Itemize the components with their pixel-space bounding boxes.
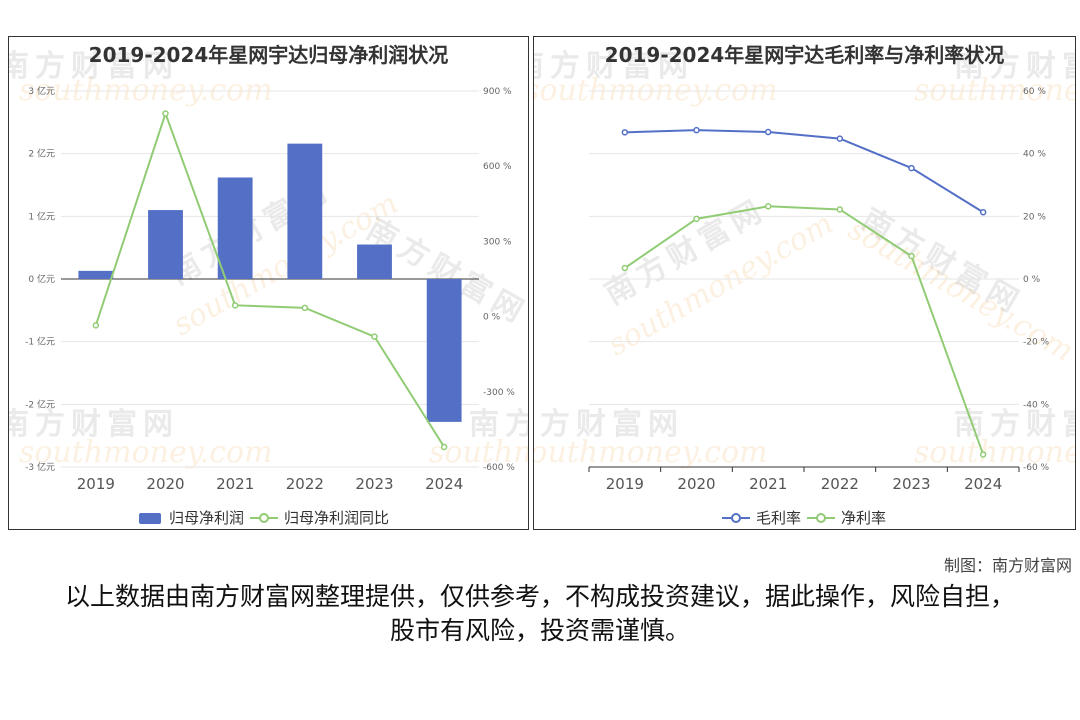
x-tick-label: 2023 (892, 475, 930, 493)
data-point (440, 443, 448, 451)
data-point (908, 252, 915, 260)
data-point (693, 215, 700, 223)
bar (148, 210, 183, 279)
data-point (836, 135, 844, 142)
legend-label: 归母净利润 (169, 509, 245, 527)
y-left-tick-label: 3 亿元 (28, 85, 55, 97)
y-left-tick-label: -3 亿元 (25, 461, 55, 473)
y-left-tick-label: -1 亿元 (25, 336, 55, 348)
data-point (621, 264, 629, 272)
y-right-tick-label: -20 % (1023, 338, 1050, 348)
x-tick-label: 2023 (355, 475, 393, 493)
bar (426, 279, 462, 422)
y-left-tick-label: -2 亿元 (25, 398, 55, 410)
series-line (94, 110, 446, 448)
data-point (621, 129, 629, 136)
x-tick-label: 2019 (77, 475, 115, 493)
net-profit-chart: -3 亿元 -2 亿元 -1 亿元 0 亿元 1 亿元 2 亿元 3 亿元 -600 % -30… (25, 85, 515, 493)
bar (357, 244, 392, 279)
net-profit-chart-panel: 南方财富网 southmoney.com 南方财富网 southmoney.co… (8, 36, 529, 530)
x-tick-label: 2022 (821, 475, 859, 493)
y-left-tick-label: 1 亿元 (28, 210, 55, 222)
y-right-tick-label: 600 % (483, 162, 512, 172)
data-point (836, 206, 844, 213)
y-right-tick-label: 0 % (483, 313, 501, 323)
chart-credit: 制图：南方财富网 (943, 556, 1072, 575)
legend-line-swatch (250, 512, 279, 523)
bar (217, 177, 253, 279)
x-tick-label: 2022 (286, 475, 324, 493)
y-right-tick-label: 40 % (1023, 150, 1046, 160)
x-tick-label: 2024 (964, 475, 1002, 493)
data-point (764, 128, 772, 136)
margin-chart-panel: 南方财富网 southmoney.com 南方财富网 southmoney.co… (533, 36, 1076, 530)
y-right-tick-label: 900 % (483, 87, 512, 97)
y-right-tick-label: 0 % (1023, 275, 1041, 285)
y-right-tick-label: 300 % (483, 237, 512, 247)
margin-chart: -60 % -40 % -20 % 0 % 20 % 40 % 60 % 2019 2020 20… (588, 87, 1050, 493)
series-line (624, 129, 984, 214)
data-point (979, 209, 987, 216)
data-point (162, 110, 169, 117)
x-tick-label: 2021 (749, 475, 787, 493)
data-point (979, 451, 987, 458)
legend-line-swatch (722, 512, 750, 523)
legend-line-swatch (807, 512, 836, 523)
data-point (371, 333, 378, 340)
x-tick-label: 2021 (216, 475, 254, 493)
y-right-tick-label: 60 % (1023, 87, 1046, 97)
y-right-tick-label: -60 % (1023, 463, 1050, 473)
chart-legend: 归母净利润 归母净利润同比 (139, 507, 389, 528)
bar (287, 143, 323, 279)
data-point (301, 304, 309, 312)
data-point (92, 322, 100, 329)
y-right-tick-label: -300 % (483, 388, 515, 398)
x-tick-label: 2020 (677, 475, 715, 493)
legend-label: 净利率 (841, 509, 887, 527)
legend-label: 毛利率 (756, 509, 802, 527)
y-right-tick-label: -40 % (1023, 400, 1050, 410)
legend-label: 归母净利润同比 (284, 509, 390, 527)
bar (78, 270, 114, 279)
data-point (908, 164, 915, 172)
y-left-tick-label: 2 亿元 (28, 148, 55, 160)
x-tick-label: 2020 (146, 475, 184, 493)
y-right-tick-label: -600 % (483, 463, 515, 473)
data-point (693, 126, 700, 134)
data-point (764, 203, 772, 210)
x-tick-label: 2019 (606, 475, 644, 493)
chart-title: 2019-2024年星网宇达归母净利润状况 (88, 43, 449, 67)
x-tick-label: 2024 (425, 475, 463, 493)
disclaimer-text: 以上数据由南方财富网整理提供，仅供参考，不构成投资建议，据此操作，风险自担，股市… (64, 582, 1015, 645)
series-line (624, 205, 985, 455)
data-point (231, 302, 239, 309)
y-left-tick-label: 0 亿元 (28, 273, 55, 285)
chart-title: 2019-2024年星网宇达毛利率与净利率状况 (604, 43, 1005, 67)
legend-bar-swatch (139, 512, 161, 524)
chart-legend: 毛利率 净利率 (722, 507, 886, 528)
y-right-tick-label: 20 % (1023, 212, 1046, 222)
